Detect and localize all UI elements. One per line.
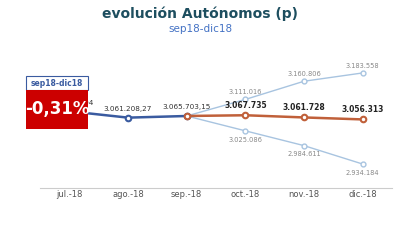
Text: 3.025.086: 3.025.086 [228,136,262,142]
Text: 2.984.611: 2.984.611 [287,151,321,157]
Text: 3.111.016: 3.111.016 [229,89,262,95]
Text: 3.061.208,27: 3.061.208,27 [104,106,152,112]
Text: 3.183.558: 3.183.558 [346,63,380,69]
Text: 3.078.591,04: 3.078.591,04 [45,100,94,105]
Text: sep18-dic18: sep18-dic18 [168,24,232,34]
Text: 3.061.728: 3.061.728 [283,103,325,112]
Text: 3.067.735: 3.067.735 [224,101,267,110]
Text: evolución Autónomos (p): evolución Autónomos (p) [102,6,298,21]
Text: © asesores económicos independientes 2018: © asesores económicos independientes 201… [104,233,296,243]
Text: 3.160.806: 3.160.806 [287,71,321,77]
Text: 3.065.703,15: 3.065.703,15 [162,104,211,110]
Text: 3.056.313: 3.056.313 [342,105,384,114]
Text: 2.934.184: 2.934.184 [346,170,380,176]
Text: -0,31%: -0,31% [25,100,89,118]
Text: Elaboración propia a partir de los datos del SEPE y Seguridad Social: Elaboración propia a partir de los datos… [63,208,337,217]
Text: sep18-dic18: sep18-dic18 [31,78,83,88]
